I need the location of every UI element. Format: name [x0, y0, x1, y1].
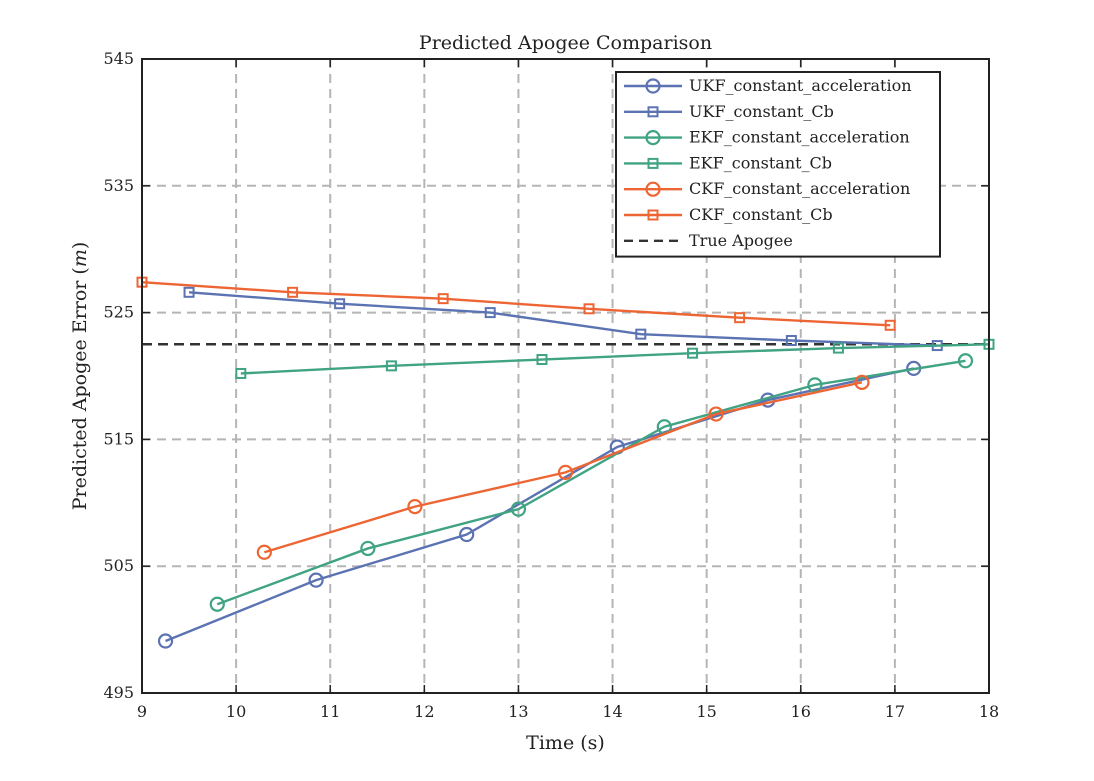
legend-entry: EKF_constant_acceleration — [624, 128, 910, 147]
data-point — [484, 307, 496, 319]
x-axis-label: Time (s) — [526, 732, 605, 754]
legend-marker — [645, 181, 661, 197]
data-point — [385, 360, 397, 372]
legend-marker — [647, 106, 659, 118]
data-point — [157, 633, 174, 649]
legend-marker — [645, 130, 661, 146]
x-tick-label: 10 — [226, 702, 246, 721]
data-point — [308, 572, 324, 588]
legend-label: EKF_constant_Cb — [689, 153, 832, 172]
data-point — [407, 499, 423, 515]
x-tick-label: 15 — [696, 702, 716, 721]
x-tick-label: 17 — [885, 702, 905, 721]
legend-label: UKF_constant_Cb — [689, 102, 834, 121]
data-point — [583, 303, 595, 315]
data-point — [235, 367, 247, 379]
chart-title: Predicted Apogee Comparison — [419, 32, 712, 54]
data-point — [708, 406, 724, 422]
data-point — [287, 286, 299, 298]
legend-entry: CKF_constant_acceleration — [624, 179, 910, 198]
x-tick-label: 14 — [602, 702, 622, 721]
x-tick-label: 18 — [979, 702, 999, 721]
data-point — [437, 293, 449, 305]
data-point — [459, 526, 475, 543]
data-point — [209, 596, 225, 612]
data-point — [510, 501, 527, 517]
legend-label: CKF_constant_Cb — [689, 205, 833, 224]
data-point — [536, 354, 548, 366]
x-tick-label: 11 — [320, 702, 340, 721]
series-ukf-constant-cb — [183, 286, 943, 352]
series-line — [263, 381, 863, 554]
y-tick-label: 505 — [103, 556, 134, 575]
data-point — [557, 464, 574, 480]
data-point — [360, 540, 376, 557]
legend-marker — [647, 157, 659, 169]
x-tick-label: 12 — [414, 702, 434, 721]
plot-frame — [141, 58, 990, 694]
series-line — [240, 343, 990, 375]
series-line — [165, 367, 914, 643]
legend-entry: UKF_constant_Cb — [624, 102, 834, 121]
x-tick-label: 13 — [508, 702, 528, 721]
y-axis-label-main: Predicted Apogee Error ( — [69, 267, 91, 510]
legend-entry: UKF_constant_acceleration — [624, 76, 912, 95]
series-line — [216, 359, 966, 606]
data-point — [635, 328, 647, 340]
data-point — [957, 353, 974, 369]
legend: UKF_constant_acceleration UKF_constant_Cb… — [615, 71, 941, 258]
series-line — [141, 280, 891, 327]
x-tick-label: 9 — [137, 702, 147, 721]
data-point — [183, 286, 195, 298]
legend-entry: CKF_constant_Cb — [624, 205, 833, 224]
data-point — [256, 544, 272, 560]
legend-marker — [645, 78, 661, 94]
series-ekf-constant-cb — [235, 338, 995, 379]
ticks: 9 10 11 12 13 14 15 16 17 18 495 505 515 525 535 545 — [103, 49, 999, 721]
data-point — [334, 298, 346, 310]
x-tick-label: 16 — [791, 702, 811, 721]
data-point — [832, 342, 844, 354]
legend-label: CKF_constant_acceleration — [689, 179, 910, 198]
data-point — [884, 319, 896, 331]
data-point — [734, 312, 746, 324]
legend-marker — [647, 209, 659, 221]
series-ckf-constant-acceleration — [256, 374, 870, 560]
y-axis-label: Predicted Apogee Error (m) — [69, 242, 91, 511]
y-axis-label-close: ) — [69, 242, 91, 249]
data-point — [687, 347, 699, 359]
legend-label: EKF_constant_acceleration — [689, 128, 910, 147]
series-line — [188, 291, 938, 347]
y-tick-label: 495 — [103, 683, 134, 702]
y-tick-label: 545 — [103, 49, 134, 68]
y-tick-label: 515 — [103, 429, 134, 448]
legend-label: True Apogee — [689, 231, 793, 250]
legend-entry: EKF_constant_Cb — [624, 153, 832, 172]
y-axis-label-unit: m — [69, 249, 91, 267]
data-point — [854, 374, 870, 390]
series-layer — [136, 276, 995, 649]
legend-label: UKF_constant_acceleration — [689, 76, 912, 95]
y-tick-label: 535 — [103, 176, 134, 195]
data-point — [785, 334, 797, 346]
legend-entry: True Apogee — [624, 231, 793, 250]
y-tick-label: 525 — [103, 303, 134, 322]
